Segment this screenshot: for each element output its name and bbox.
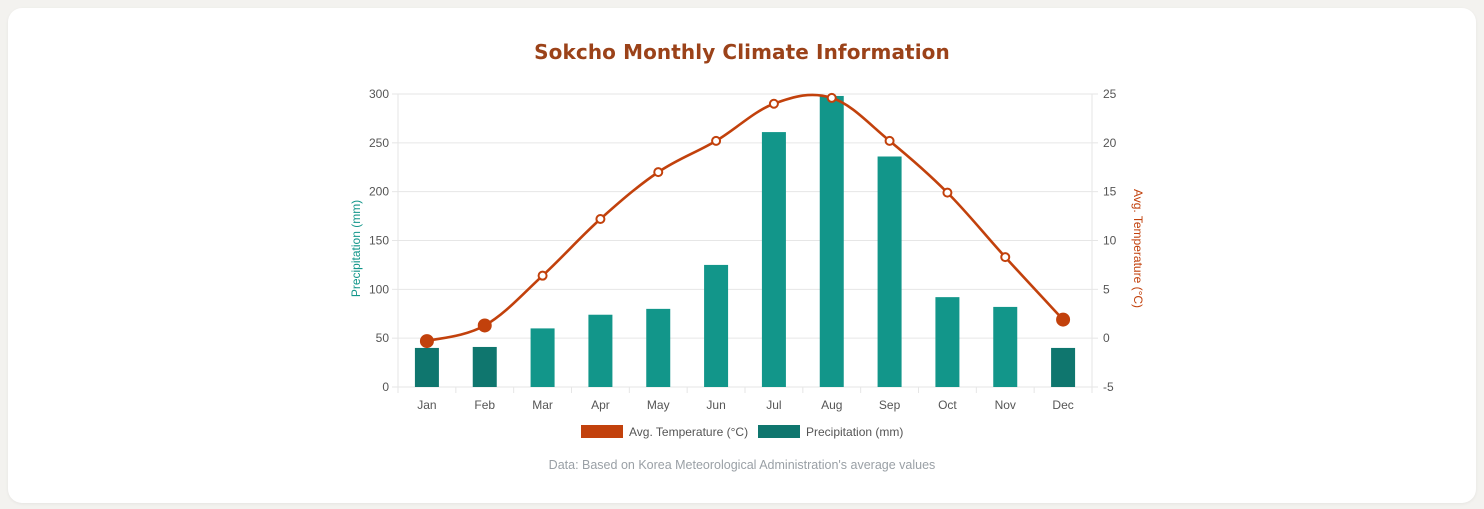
legend: Avg. Temperature (°C) Precipitation (mm) (581, 425, 903, 439)
left-tick-label: 100 (369, 282, 389, 296)
precipitation-bars (414, 95, 1076, 387)
left-tick-label: 200 (369, 185, 389, 199)
temperature-point-nov (1000, 252, 1011, 263)
temperature-point-may (653, 167, 664, 178)
chart-card: Sokcho Monthly Climate Information 0 50 10… (8, 8, 1476, 503)
x-tick-label: Jul (766, 398, 781, 412)
right-tick-label: -5 (1103, 380, 1114, 394)
x-tick-label: Apr (591, 398, 610, 412)
precipitation-bar-nov (993, 306, 1018, 387)
temperature-point-apr (595, 214, 606, 225)
x-tick-label: Feb (474, 398, 495, 412)
x-tick-label: Sep (879, 398, 901, 412)
precipitation-bar-dec (1051, 347, 1076, 387)
temperature-line (419, 92, 1071, 349)
axes: 0 50 100 150 200 250 300 -5 0 5 10 15 20 25 Jan Feb Mar A… (349, 87, 1145, 412)
temperature-point-feb (477, 318, 492, 333)
temperature-point-jan (419, 334, 434, 349)
temperature-point-mar (537, 270, 548, 281)
precipitation-bar-feb (472, 346, 497, 387)
x-tick-label: Nov (995, 398, 1016, 412)
grid-lines (392, 93, 1098, 393)
precipitation-bar-may (646, 308, 671, 387)
left-tick-label: 250 (369, 136, 389, 150)
right-tick-label: 0 (1103, 331, 1110, 345)
x-tick-label: Aug (821, 398, 842, 412)
left-tick-label: 50 (376, 331, 390, 345)
right-tick-label: 5 (1103, 282, 1110, 296)
precipitation-bar-sep (877, 156, 902, 387)
x-tick-label: Dec (1052, 398, 1073, 412)
precipitation-bar-jan (414, 347, 439, 387)
temperature-curve (426, 93, 1065, 343)
legend-swatch-temperature (581, 425, 623, 438)
climate-chart: 0 50 100 150 200 250 300 -5 0 5 10 15 20 25 Jan Feb Mar A… (349, 87, 1145, 439)
left-tick-label: 150 (369, 234, 389, 248)
temperature-point-dec (1056, 312, 1071, 327)
left-axis-title: Precipitation (mm) (349, 200, 363, 297)
right-tick-label: 25 (1103, 87, 1117, 101)
x-tick-label: Jun (706, 398, 725, 412)
right-axis-title: Avg. Temperature (°C) (1131, 189, 1145, 308)
legend-label-precipitation: Precipitation (mm) (806, 425, 903, 439)
precipitation-bar-jul (761, 132, 786, 387)
temperature-point-aug (826, 92, 837, 103)
temperature-point-jun (711, 135, 722, 146)
precipitation-bar-mar (530, 328, 555, 387)
chart-title: Sokcho Monthly Climate Information (534, 40, 950, 64)
precipitation-bar-jun (704, 264, 729, 387)
legend-swatch-precipitation (758, 425, 800, 438)
temperature-point-jul (768, 98, 779, 109)
legend-label-temperature: Avg. Temperature (°C) (629, 425, 748, 439)
left-tick-label: 300 (369, 87, 389, 101)
data-source-note: Data: Based on Korea Meteorological Admi… (548, 458, 936, 472)
precipitation-bar-apr (588, 314, 613, 387)
x-tick-label: Oct (938, 398, 957, 412)
right-tick-label: 15 (1103, 185, 1117, 199)
left-tick-label: 0 (382, 380, 389, 394)
x-tick-label: Mar (532, 398, 553, 412)
x-tick-label: May (647, 398, 670, 412)
right-tick-label: 10 (1103, 234, 1117, 248)
precipitation-bar-aug (819, 95, 844, 387)
temperature-point-sep (884, 135, 895, 146)
precipitation-bar-oct (935, 297, 960, 387)
right-tick-label: 20 (1103, 136, 1117, 150)
temperature-point-oct (942, 187, 953, 198)
x-tick-label: Jan (417, 398, 436, 412)
